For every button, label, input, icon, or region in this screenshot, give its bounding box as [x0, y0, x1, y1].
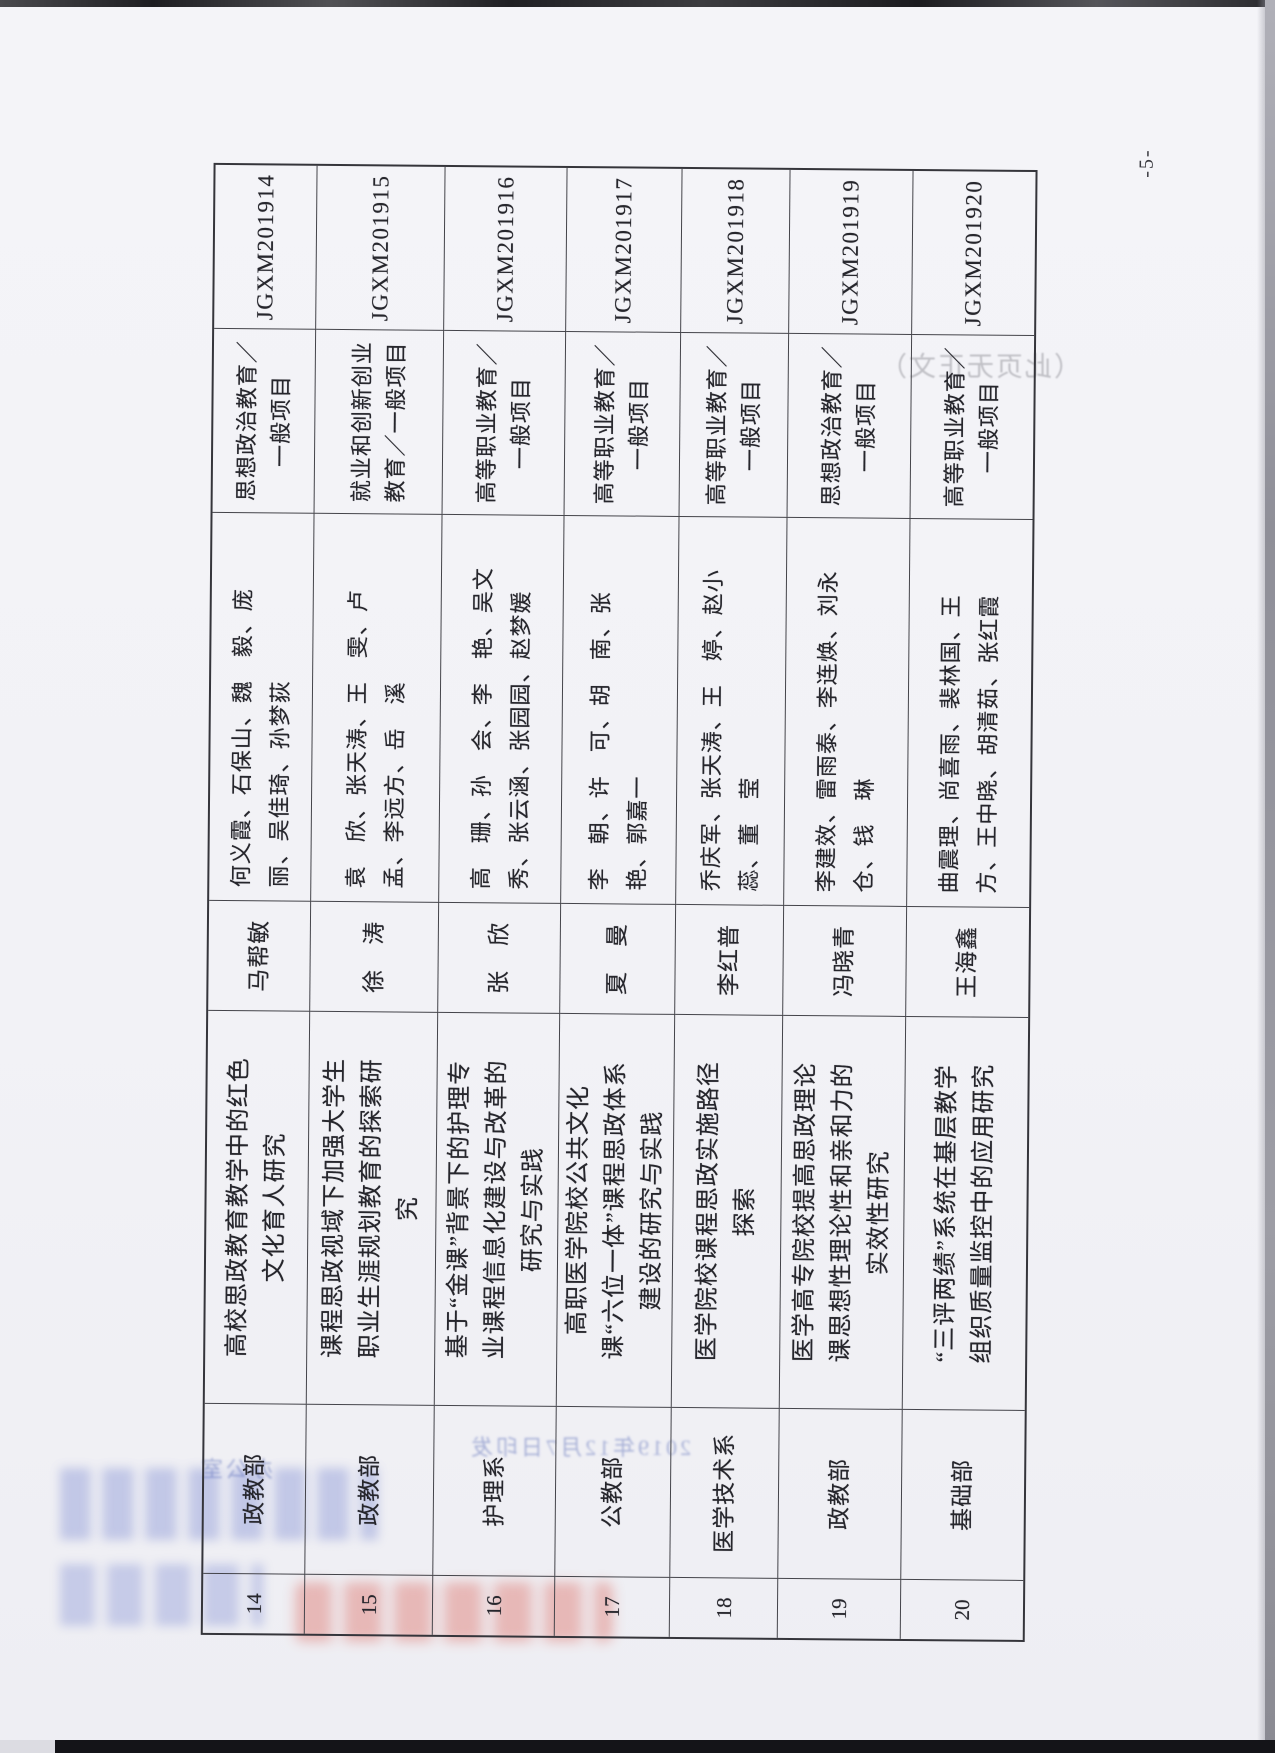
project-code-cell: JGXM201919 — [789, 169, 914, 334]
category-cell: 思想政治教育／一般项目 — [212, 327, 317, 513]
leader-cell: 夏 曼 — [560, 902, 677, 1014]
leader-cell: 马帮敏 — [208, 899, 312, 1011]
seq-cell: 14 — [202, 1572, 306, 1634]
participants-cell: 乔庆军、张天涛、王 婷、赵小蕊、董 莹 — [676, 515, 788, 905]
category-cell: 高等职业教育／一般项目 — [679, 331, 790, 517]
department-cell: 基础部 — [901, 1408, 1025, 1580]
project-title-cell: 高校思政教育教学中的红色文化育人研究 — [204, 1009, 311, 1404]
scan-edge-top — [0, 0, 1275, 7]
category-cell: 高等职业教育／一般项目 — [442, 329, 567, 515]
project-title-cell: 医学高专院校提高思政理论课思想性理论性和亲和力的实效性研究 — [779, 1014, 907, 1409]
seq-cell: 15 — [304, 1573, 434, 1635]
project-code-cell: JGXM201920 — [960, 179, 987, 327]
project-code-cell: JGXM201915 — [316, 165, 446, 330]
project-code-cell: JGXM201914 — [214, 164, 318, 329]
participants-cell: 高 珊、孙 会、李 艳、吴文秀、张云涵、张园园、赵梦媛 — [439, 513, 565, 903]
project-title-cell: “三评两绩”系统在基层教学组织质量监控中的应用研究 — [902, 1015, 1029, 1410]
page-number: -5- — [1134, 148, 1158, 178]
leader-cell: 王海鑫 — [906, 905, 1030, 1018]
seq-cell: 18 — [669, 1576, 779, 1638]
project-title-cell: 医学院校课程思政实施路径探索 — [671, 1013, 784, 1408]
seq-cell: 17 — [554, 1575, 671, 1637]
scan-edge-right-shadow — [1257, 0, 1265, 1753]
department-cell: 政教部 — [305, 1403, 435, 1575]
scan-edge-right — [1265, 0, 1275, 1753]
participants-cell: 何义霞、石保山、魏 毅、庞 丽、吴佳琦、孙梦荻 — [209, 511, 315, 901]
scan-edge-bottom — [55, 1740, 1275, 1753]
leader-cell: 张 欣 — [438, 901, 562, 1013]
category-cell: 就业和创新创业教育／一般项目 — [314, 328, 445, 514]
project-code-cell: JGXM201916 — [444, 166, 568, 331]
category-cell: 思想政治教育／一般项目 — [787, 332, 913, 518]
projects-table: 14 政教部 高校思政教育教学中的红色文化育人研究 马帮敏 何义霞、石保山、魏 … — [200, 162, 1038, 1643]
department-cell: 公教部 — [555, 1405, 672, 1577]
department-cell: 政教部 — [778, 1407, 903, 1579]
seq-cell: 20 — [900, 1578, 1024, 1640]
leader-cell: 冯晓青 — [783, 904, 908, 1016]
participants-cell: 袁 欣、张天涛、王 雯、卢 孟、李远方、岳 溪 — [311, 512, 443, 902]
participants-cell: 李建效、雷雨泰、李连焕、刘永仓、钱 琳 — [784, 516, 911, 906]
project-title-cell: 基于“金课”背景下的护理专业课程信息化建设与改革的研究与实践 — [434, 1011, 561, 1406]
seq-cell: 19 — [777, 1577, 902, 1639]
scan-edge-bottom-corner — [0, 1740, 55, 1753]
department-cell: 医学技术系 — [670, 1406, 780, 1578]
project-code-cell: JGXM201918 — [681, 168, 791, 333]
participants-cell: 李 朝、许 可、胡 南、张 艳、郭嘉一 — [561, 514, 680, 904]
leader-cell: 李红普 — [675, 903, 785, 1015]
leader-cell: 徐 涛 — [310, 900, 440, 1012]
category-cell: 高等职业教育／一般项目 — [564, 330, 682, 516]
project-title-cell: 高职医学院校公共文化课“六位一体”课程思政体系建设的研究与实践 — [556, 1012, 676, 1407]
project-title-cell: 课程思政视域下加强大学生职业生涯规划教育的探索研究 — [306, 1010, 439, 1405]
seq-cell: 16 — [432, 1574, 556, 1636]
department-cell: 护理系 — [433, 1404, 557, 1576]
category-cell: 高等职业教育／一般项目 — [910, 333, 1035, 520]
project-code-cell: JGXM201917 — [566, 167, 683, 332]
participants-cell: 曲震理、尚喜雨、裴林国、王 方、王中晓、胡清茹、张红霞 — [907, 517, 1033, 908]
department-cell: 政教部 — [203, 1402, 307, 1574]
